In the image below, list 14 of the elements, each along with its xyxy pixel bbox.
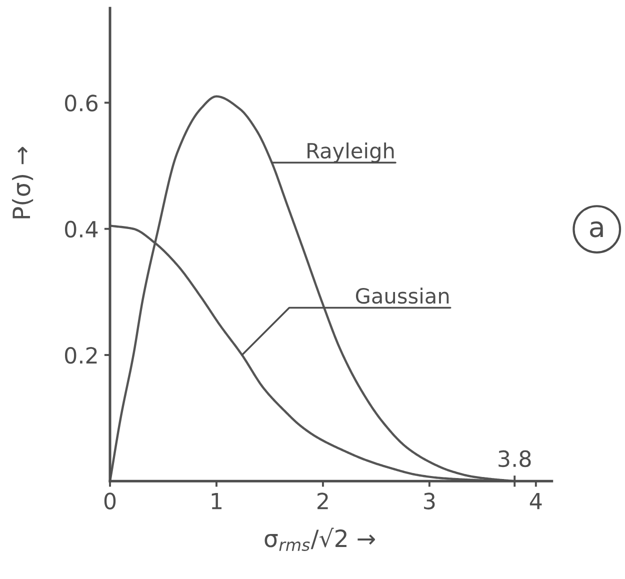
x-tick-label: 4 [530, 492, 542, 510]
x-tick-label: 0 [104, 492, 116, 510]
x-tick-label: 2 [318, 492, 328, 510]
y-axis-title: P(σ) → [12, 146, 34, 218]
y-tick-label: 0.4 [65, 220, 98, 238]
x-axis-title: σ$_{rms}$/√2 → [264, 528, 375, 552]
annotation: Gaussian [356, 288, 449, 304]
annotation: 3.8 [498, 450, 531, 468]
x-tick-label: 3 [424, 492, 435, 510]
annotation: Rayleigh [308, 142, 394, 163]
y-tick-label: 0.6 [65, 94, 98, 112]
text: a [590, 221, 603, 238]
y-tick-label: 0.2 [65, 346, 97, 364]
x-tick-label: 1 [212, 492, 222, 510]
